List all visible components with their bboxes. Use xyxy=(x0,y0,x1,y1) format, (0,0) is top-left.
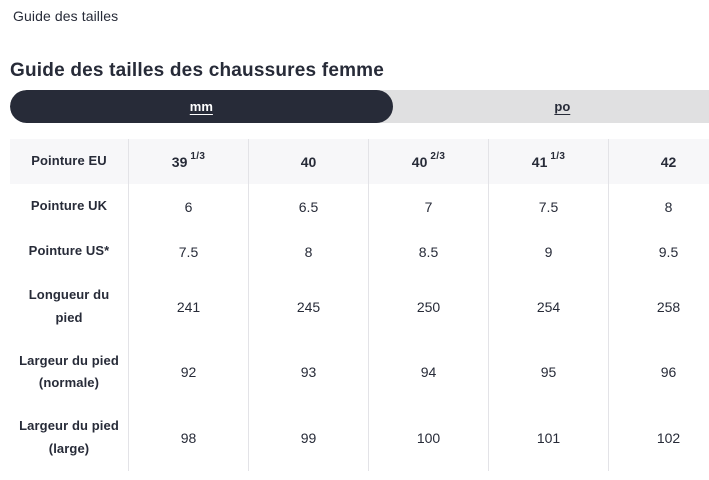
table-cell: 98 xyxy=(128,405,248,471)
table-cell: 100 xyxy=(368,405,488,471)
table-cell: 9.5 xyxy=(608,229,709,274)
row-label: Pointure UK xyxy=(30,198,108,214)
table-cell: 254 xyxy=(488,274,608,340)
size-table: Pointure EU 39 1/3 40 40 2/3 41 1/3 42 Pointure U… xyxy=(10,139,709,471)
cell-fraction: 1/3 xyxy=(190,151,206,162)
cell-value: 254 xyxy=(536,298,561,315)
table-cell: 94 xyxy=(368,339,488,405)
table-cell: 6 xyxy=(128,184,248,229)
table-cell: 7 xyxy=(368,184,488,229)
cell-value: 258 xyxy=(656,298,681,315)
cell-value: 39 xyxy=(171,153,188,170)
table-cell: 245 xyxy=(248,274,368,340)
cell-value: 94 xyxy=(420,364,437,381)
page-title: Guide des tailles des chaussures femme xyxy=(10,60,385,81)
cell-value: 7 xyxy=(424,198,433,215)
cell-value: 7.5 xyxy=(178,243,199,260)
cell-value: 8 xyxy=(304,243,313,260)
table-cell: 95 xyxy=(488,339,608,405)
cell-value: 93 xyxy=(300,364,317,381)
cell-value: 41 xyxy=(531,153,548,170)
cell-value: 9.5 xyxy=(658,243,679,260)
cell-value: 98 xyxy=(180,429,197,446)
table-row: Pointure US* 7.5 8 8.5 9 9.5 xyxy=(10,229,709,274)
table-cell: 92 xyxy=(128,339,248,405)
cell-value: 40 xyxy=(300,153,317,170)
table-row: Longueur du pied 241 245 250 254 258 xyxy=(10,274,709,340)
table-cell: 42 xyxy=(608,139,709,184)
unit-option-po[interactable]: po xyxy=(393,90,709,123)
cell-value: 101 xyxy=(536,429,561,446)
table-cell: 96 xyxy=(608,339,709,405)
table-cell: 8 xyxy=(248,229,368,274)
table-cell: 7.5 xyxy=(128,229,248,274)
cell-value: 8.5 xyxy=(418,243,439,260)
table-cell: 40 xyxy=(248,139,368,184)
table-cell: 6.5 xyxy=(248,184,368,229)
cell-value: 241 xyxy=(176,298,201,315)
cell-value: 9 xyxy=(544,243,553,260)
breadcrumb[interactable]: Guide des tailles xyxy=(13,8,119,24)
cell-fraction: 1/3 xyxy=(550,151,566,162)
table-cell: 99 xyxy=(248,405,368,471)
table-row: Largeur du pied (normale) 92 93 94 95 96 xyxy=(10,339,709,405)
table-cell: 258 xyxy=(608,274,709,340)
table-cell: 8 xyxy=(608,184,709,229)
table-cell: 8.5 xyxy=(368,229,488,274)
cell-value: 92 xyxy=(180,364,197,381)
cell-value: 96 xyxy=(660,364,677,381)
table-cell: 101 xyxy=(488,405,608,471)
table-cell: 9 xyxy=(488,229,608,274)
row-label: Largeur du pied (large) xyxy=(19,418,119,456)
cell-fraction: 2/3 xyxy=(430,151,446,162)
cell-value: 102 xyxy=(656,429,681,446)
cell-value: 250 xyxy=(416,298,441,315)
table-row: Largeur du pied (large) 98 99 100 101 102 xyxy=(10,405,709,471)
row-label: Largeur du pied (normale) xyxy=(19,352,119,391)
cell-value: 7.5 xyxy=(538,198,559,215)
table-header-row: Pointure EU 39 1/3 40 40 2/3 41 1/3 42 xyxy=(10,139,709,184)
cell-value: 40 xyxy=(411,153,428,170)
cell-value: 6 xyxy=(184,198,193,215)
cell-value: 42 xyxy=(660,153,677,170)
unit-toggle: mm po xyxy=(10,90,709,123)
table-cell: 93 xyxy=(248,339,368,405)
table-cell: 102 xyxy=(608,405,709,471)
row-label: Longueur du pied xyxy=(28,287,110,325)
table-cell: 39 1/3 xyxy=(128,139,248,184)
table-cell: 7.5 xyxy=(488,184,608,229)
table-cell: 40 2/3 xyxy=(368,139,488,184)
table-cell: 250 xyxy=(368,274,488,340)
cell-value: 6.5 xyxy=(298,198,319,215)
cell-value: 99 xyxy=(300,429,317,446)
cell-value: 100 xyxy=(416,429,441,446)
row-label: Pointure US* xyxy=(28,243,110,259)
cell-value: 8 xyxy=(664,198,673,215)
table-cell: 41 1/3 xyxy=(488,139,608,184)
table-row: Pointure UK 6 6.5 7 7.5 8 xyxy=(10,184,709,229)
cell-value: 95 xyxy=(540,364,557,381)
unit-option-mm[interactable]: mm xyxy=(10,90,393,123)
row-label: Pointure EU xyxy=(31,153,107,169)
cell-value: 245 xyxy=(296,298,321,315)
table-cell: 241 xyxy=(128,274,248,340)
